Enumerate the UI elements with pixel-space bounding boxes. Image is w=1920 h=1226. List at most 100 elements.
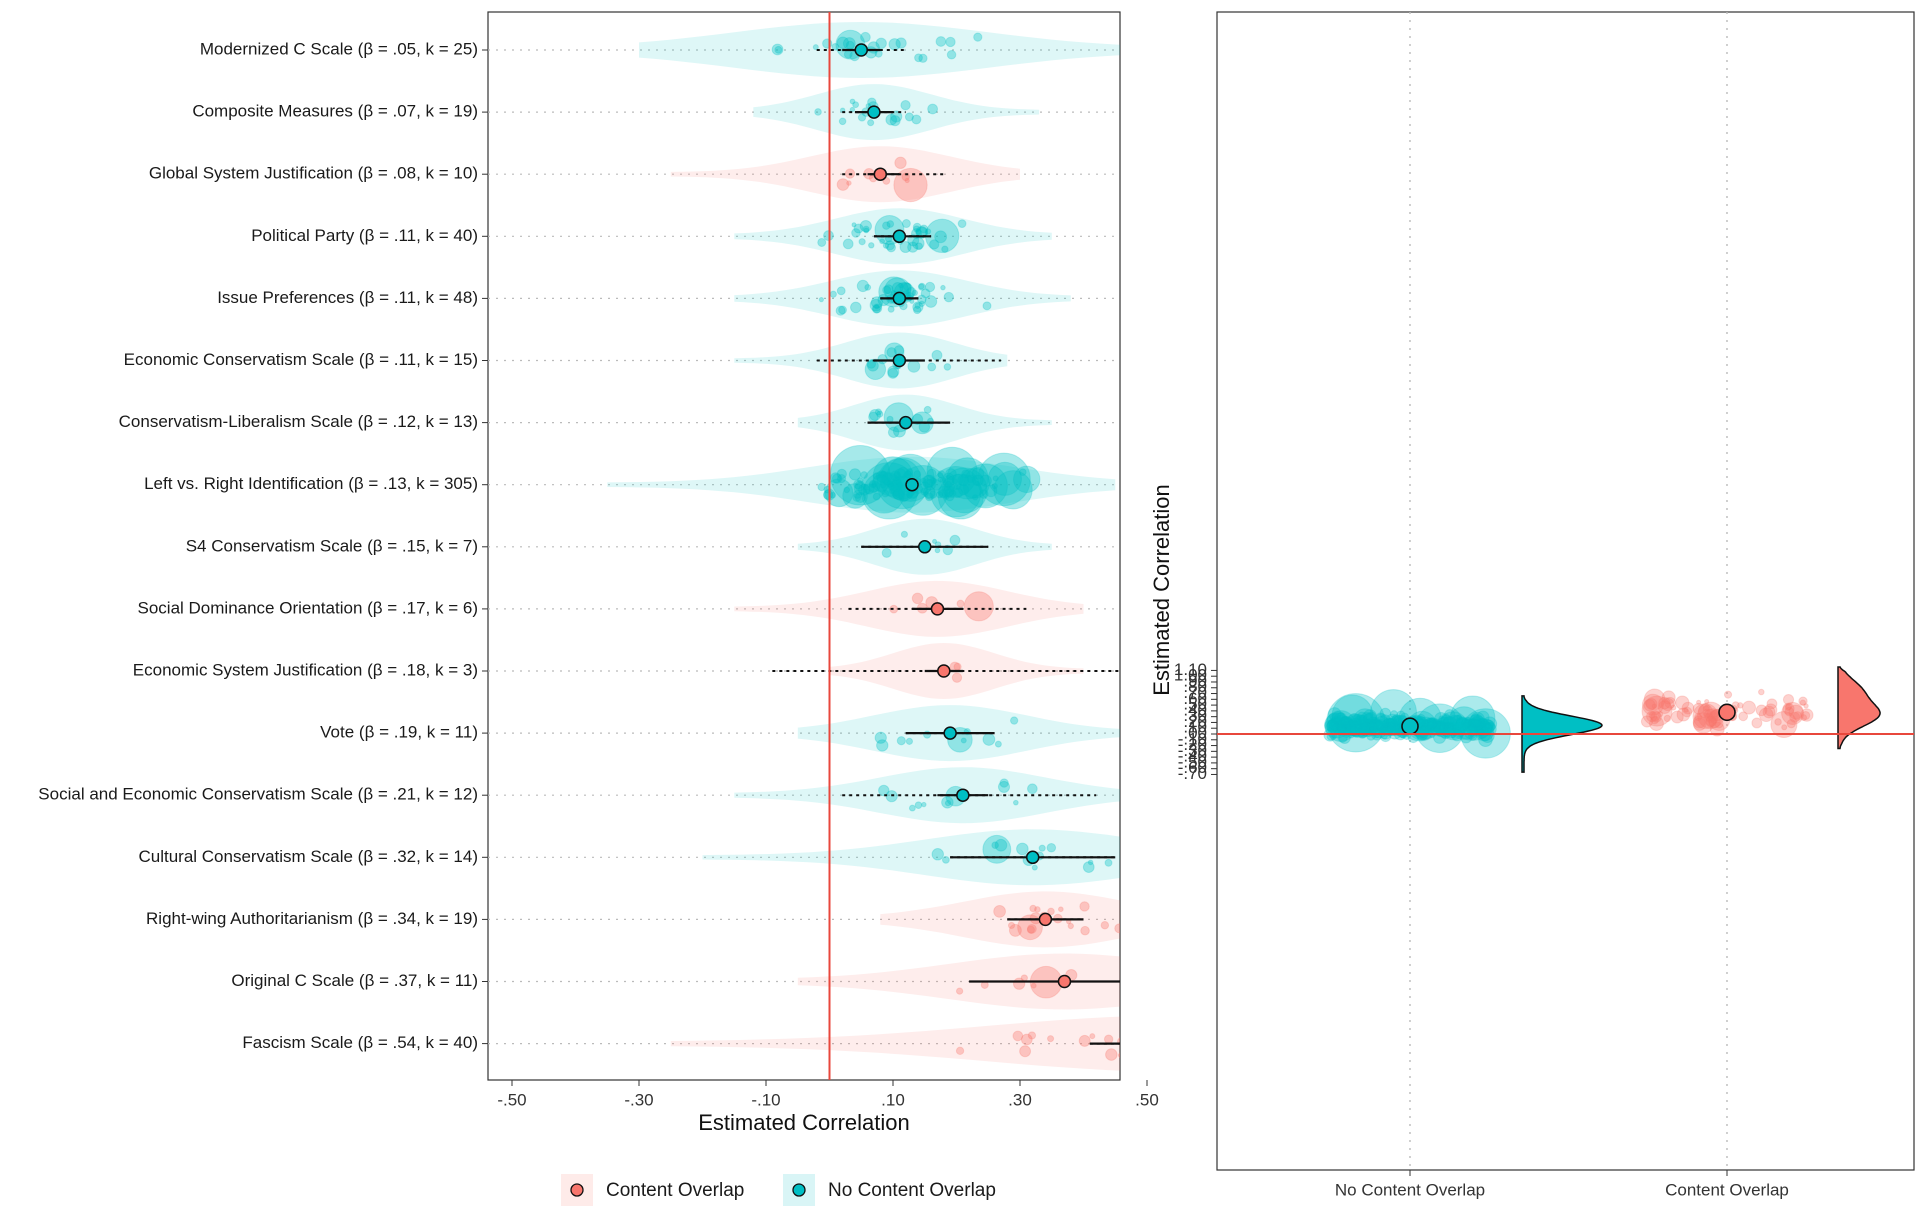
row-study-point: [927, 362, 937, 372]
study-point: [1349, 717, 1362, 730]
study-point: [1418, 716, 1434, 732]
row-study-point: [1007, 921, 1016, 930]
row-study-point: [928, 490, 938, 499]
y-tick-label: .70: [1183, 683, 1207, 702]
row-study-point: [915, 228, 922, 235]
study-point: [1641, 695, 1673, 727]
study-point: [1708, 715, 1721, 729]
row-study-point: [1010, 716, 1019, 725]
row-study-point: [900, 530, 908, 538]
y-tick-label: -.30: [1178, 741, 1207, 760]
study-point: [1467, 724, 1476, 733]
study-point: [1375, 721, 1384, 731]
study-point: [1472, 719, 1486, 733]
study-point: [1335, 722, 1342, 728]
study-point: [1467, 723, 1477, 733]
row-study-point: [911, 592, 924, 605]
row-label: Economic Conservatism Scale (β = .11, k …: [124, 350, 478, 369]
row-study-point: [899, 493, 909, 503]
study-point: [1326, 719, 1339, 732]
study-point: [1341, 718, 1353, 730]
study-point: [1326, 693, 1386, 753]
row-study-point: [937, 485, 951, 499]
row-study-point: [987, 461, 1022, 496]
study-point: [1360, 719, 1375, 734]
study-point: [1452, 723, 1458, 729]
row-study-point: [929, 477, 937, 485]
row-study-point: [831, 42, 840, 51]
mean-point: [1401, 717, 1419, 735]
forest-row: [488, 208, 1120, 265]
row-study-point: [881, 489, 890, 498]
forest-row: [488, 444, 1120, 520]
study-point: [1766, 698, 1778, 710]
row-study-point: [886, 220, 895, 228]
row-study-point: [836, 36, 850, 49]
row-study-point: [932, 538, 938, 544]
raincloud-points: [1640, 688, 1814, 739]
row-study-point: [886, 480, 894, 488]
study-point: [1422, 719, 1436, 733]
study-point: [1331, 718, 1346, 733]
study-point: [1798, 696, 1808, 706]
study-point: [1461, 722, 1471, 731]
row-study-point: [879, 238, 886, 245]
y-tick-label: .30: [1183, 706, 1207, 725]
row-study-point: [1103, 1034, 1114, 1044]
study-point: [1460, 719, 1473, 731]
study-point: [1333, 712, 1348, 727]
study-point: [1704, 712, 1714, 722]
row-study-point: [911, 289, 919, 296]
row-study-point: [907, 241, 919, 253]
row-study-point: [951, 473, 964, 486]
row-study-point: [889, 115, 901, 127]
study-point: [1345, 721, 1353, 729]
row-study-point: [859, 220, 872, 233]
row-study-point: [977, 452, 1031, 507]
study-point: [1466, 725, 1474, 733]
study-point: [1467, 718, 1480, 730]
study-point: [1449, 695, 1496, 741]
study-point: [1432, 720, 1442, 730]
study-point: [1324, 712, 1351, 739]
study-point: [1351, 720, 1359, 728]
study-point: [1328, 721, 1339, 733]
study-point: [1372, 716, 1380, 724]
row-study-point: [881, 472, 895, 486]
row-estimate-point: [1057, 974, 1072, 989]
row-study-point: [857, 477, 864, 484]
row-study-point: [920, 477, 927, 484]
row-study-point: [1127, 1031, 1137, 1041]
study-point: [1762, 705, 1776, 719]
row-study-point: [959, 467, 991, 499]
study-point: [1784, 706, 1795, 717]
row-study-point: [1114, 923, 1120, 934]
row-study-point: [871, 304, 881, 314]
study-point: [1329, 717, 1343, 732]
row-study-point: [888, 38, 901, 51]
study-point: [1705, 716, 1717, 728]
row-study-point: [937, 470, 946, 479]
row-study-point: [852, 493, 862, 502]
study-point: [1333, 717, 1340, 724]
row-study-point: [875, 37, 887, 50]
study-point: [1474, 724, 1487, 736]
row-estimate-point: [930, 602, 945, 616]
row-study-point: [1175, 1050, 1184, 1059]
study-point: [1362, 709, 1377, 724]
row-study-point: [871, 474, 890, 492]
row-study-point: [866, 359, 879, 372]
study-point: [1426, 719, 1440, 733]
row-label: Social and Economic Conservatism Scale (…: [38, 785, 478, 804]
row-study-point: [918, 481, 932, 494]
study-point: [1352, 719, 1363, 730]
row-study-point: [849, 98, 856, 105]
row-study-point: [898, 282, 904, 289]
study-point: [1770, 710, 1798, 739]
row-study-point: [853, 479, 864, 490]
forest-row: [488, 829, 1120, 886]
row-study-point: [1046, 843, 1057, 853]
study-point: [1736, 702, 1744, 709]
study-point: [1755, 704, 1768, 717]
row-study-point: [938, 489, 948, 498]
